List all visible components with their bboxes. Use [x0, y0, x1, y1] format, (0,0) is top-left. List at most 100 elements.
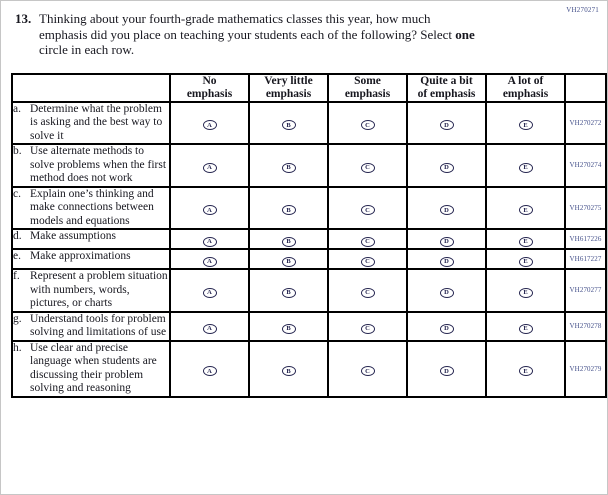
table-row-e: e. Make approximations A B C D E VH617227: [11, 248, 607, 270]
question-block: 13. Thinking about your fourth-grade mat…: [15, 11, 590, 58]
answer-oval-d[interactable]: D: [439, 256, 454, 267]
answer-oval-a[interactable]: A: [202, 323, 217, 334]
answer-oval-d[interactable]: D: [439, 287, 454, 298]
header-no-emphasis: No emphasis: [169, 72, 250, 103]
answer-oval-b[interactable]: B: [281, 162, 296, 173]
question-line-3: circle in each row.: [39, 42, 135, 57]
row-letter: e.: [13, 250, 21, 262]
answer-oval-e[interactable]: E: [518, 323, 533, 334]
table-body: a. Determine what the problem is asking a…: [11, 100, 607, 398]
table-row-f: f. Represent a problem situation with num…: [11, 268, 607, 313]
answer-cell-c: C: [327, 248, 408, 270]
answer-oval-e[interactable]: E: [518, 256, 533, 267]
answer-oval-b[interactable]: B: [281, 205, 296, 216]
answer-oval-e[interactable]: E: [518, 120, 533, 131]
item-code: VH617226: [564, 228, 607, 250]
row-label: h. Use clear and precise language when st…: [11, 339, 171, 398]
answer-cell-e: E: [485, 310, 566, 342]
answer-oval-c[interactable]: C: [360, 120, 375, 131]
answer-cell-a: A: [169, 248, 250, 270]
item-code: VH270277: [564, 268, 607, 313]
answer-oval-b[interactable]: B: [281, 120, 296, 131]
answer-oval-b[interactable]: B: [281, 236, 296, 247]
answer-oval-d[interactable]: D: [439, 205, 454, 216]
answer-cell-a: A: [169, 143, 250, 188]
answer-oval-e[interactable]: E: [518, 236, 533, 247]
answer-cell-b: B: [248, 143, 329, 188]
answer-oval-c[interactable]: C: [360, 256, 375, 267]
table-row-a: a. Determine what the problem is asking a…: [11, 100, 607, 145]
answer-oval-e[interactable]: E: [518, 287, 533, 298]
answer-oval-c[interactable]: C: [360, 366, 375, 376]
answer-oval-c[interactable]: C: [360, 323, 375, 334]
question-bold-word: one: [455, 26, 475, 42]
answer-oval-b[interactable]: B: [281, 287, 296, 298]
answer-cell-a: A: [169, 268, 250, 313]
answer-oval-a[interactable]: A: [202, 366, 217, 376]
answer-cell-b: B: [248, 100, 329, 145]
answer-cell-c: C: [327, 268, 408, 313]
answer-cell-c: C: [327, 228, 408, 250]
row-label: b. Use alternate methods to solve problem…: [11, 143, 171, 188]
emphasis-table: No emphasis Very little emphasis Some em…: [11, 72, 607, 398]
table-row-h: h. Use clear and precise language when st…: [11, 339, 607, 398]
answer-cell-e: E: [485, 248, 566, 270]
row-label-text: Use clear and precise language when stud…: [30, 341, 157, 395]
answer-cell-e: E: [485, 185, 566, 230]
row-label: c. Explain one’s thinking and make connec…: [11, 185, 171, 230]
row-label-text: Understand tools for problem solving and…: [30, 312, 167, 339]
answer-oval-b[interactable]: B: [281, 256, 296, 267]
item-code: VH270274: [564, 143, 607, 188]
item-code: VH270272: [564, 100, 607, 145]
answer-cell-d: D: [406, 339, 487, 398]
question-line-1: Thinking about your fourth-grade mathema…: [39, 11, 431, 26]
answer-cell-a: A: [169, 100, 250, 145]
answer-cell-b: B: [248, 339, 329, 398]
answer-oval-d[interactable]: D: [439, 366, 454, 376]
answer-oval-b[interactable]: B: [281, 323, 296, 334]
answer-oval-e[interactable]: E: [518, 162, 533, 173]
answer-cell-b: B: [248, 268, 329, 313]
row-letter: b.: [13, 145, 22, 157]
item-code: VH617227: [564, 248, 607, 270]
answer-oval-b[interactable]: B: [281, 366, 296, 376]
answer-cell-d: D: [406, 100, 487, 145]
answer-oval-a[interactable]: A: [202, 120, 217, 131]
answer-oval-a[interactable]: A: [202, 205, 217, 216]
answer-oval-d[interactable]: D: [439, 236, 454, 247]
answer-oval-a[interactable]: A: [202, 236, 217, 247]
answer-cell-c: C: [327, 143, 408, 188]
answer-cell-c: C: [327, 185, 408, 230]
answer-oval-a[interactable]: A: [202, 162, 217, 173]
answer-oval-c[interactable]: C: [360, 205, 375, 216]
answer-oval-e[interactable]: E: [518, 366, 533, 376]
answer-oval-e[interactable]: E: [518, 205, 533, 216]
answer-cell-d: D: [406, 268, 487, 313]
answer-oval-a[interactable]: A: [202, 287, 217, 298]
header-empty-label: [11, 72, 171, 103]
answer-oval-c[interactable]: C: [360, 287, 375, 298]
table-header: No emphasis Very little emphasis Some em…: [11, 72, 607, 103]
answer-oval-d[interactable]: D: [439, 162, 454, 173]
header-empty-code: [564, 72, 607, 103]
answer-oval-d[interactable]: D: [439, 323, 454, 334]
row-label-text: Explain one’s thinking and make connecti…: [30, 187, 154, 227]
answer-cell-d: D: [406, 310, 487, 342]
answer-cell-c: C: [327, 339, 408, 398]
answer-cell-a: A: [169, 310, 250, 342]
table-row-b: b. Use alternate methods to solve problem…: [11, 143, 607, 188]
item-code: VH270279: [564, 339, 607, 398]
answer-oval-c[interactable]: C: [360, 162, 375, 173]
row-label: a. Determine what the problem is asking a…: [11, 100, 171, 145]
answer-cell-b: B: [248, 310, 329, 342]
table-row-c: c. Explain one’s thinking and make connec…: [11, 185, 607, 230]
answer-oval-d[interactable]: D: [439, 120, 454, 131]
row-label: f. Represent a problem situation with num…: [11, 268, 171, 313]
answer-oval-c[interactable]: C: [360, 236, 375, 247]
row-letter: d.: [13, 230, 22, 242]
answer-cell-a: A: [169, 228, 250, 250]
answer-cell-e: E: [485, 143, 566, 188]
header-some-emphasis: Some emphasis: [327, 72, 408, 103]
answer-cell-a: A: [169, 185, 250, 230]
answer-oval-a[interactable]: A: [202, 256, 217, 267]
